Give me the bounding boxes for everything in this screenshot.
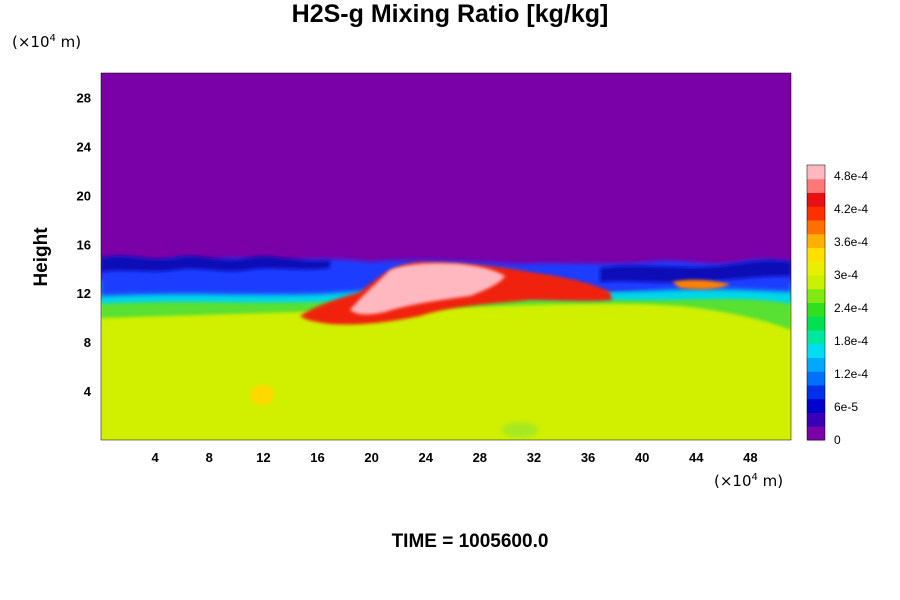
x-tick-label: 36 (581, 450, 595, 465)
colorbar-swatch (807, 165, 825, 180)
lower-layer-region (101, 300, 791, 440)
x-tick-label: 12 (256, 450, 270, 465)
colorbar-swatch (807, 192, 825, 207)
x-tick-label: 44 (689, 450, 704, 465)
colorbar-swatch (807, 398, 825, 413)
plot-frame (100, 72, 792, 441)
y-tick-label: 28 (77, 90, 91, 105)
colorbar-swatch (807, 385, 825, 400)
colorbar-tick-label: 0 (834, 433, 841, 447)
y-ticks: 4 8 12 16 20 24 28 (77, 90, 92, 399)
colorbar-swatch (807, 426, 825, 441)
colorbar-swatch (807, 220, 825, 235)
y-tick-label: 24 (77, 139, 92, 154)
x-ticks: 4 8 12 16 20 24 28 32 36 40 44 48 (152, 450, 758, 465)
colorbar-tick-label: 1.8e-4 (834, 334, 868, 348)
x-tick-label: 20 (364, 450, 378, 465)
colorbar-swatch (807, 275, 825, 290)
x-tick-label: 40 (635, 450, 649, 465)
colorbar-tick-label: 2.4e-4 (834, 301, 868, 315)
x-tick-label: 28 (473, 450, 487, 465)
x-tick-label: 32 (527, 450, 541, 465)
x-tick-label: 8 (206, 450, 213, 465)
colorbar-tick-label: 3e-4 (834, 268, 858, 282)
colorbar-swatch (807, 261, 825, 276)
colorbar-tick-label: 4.8e-4 (834, 169, 868, 183)
colorbar-swatch (807, 330, 825, 345)
colorbar-swatch (807, 412, 825, 427)
colorbar-swatch (807, 178, 825, 193)
colorbar-swatch (807, 357, 825, 372)
x-tick-label: 16 (310, 450, 324, 465)
colorbar-tick-label: 6e-5 (834, 400, 858, 414)
warm-spot (250, 385, 274, 405)
plot-area (101, 73, 791, 440)
y-tick-label: 16 (77, 237, 91, 252)
time-label: TIME = 1005600.0 (391, 531, 549, 552)
y-tick-label: 12 (77, 286, 91, 301)
x-axis-unit: (×104 m) (714, 472, 784, 490)
colorbar-swatch (807, 302, 825, 317)
colorbar-swatch (807, 288, 825, 303)
y-tick-label: 20 (77, 188, 91, 203)
colorbar-swatch (807, 233, 825, 248)
colorbar-swatch (807, 247, 825, 262)
colorbar-frame (806, 164, 826, 441)
colorbar-tick-label: 3.6e-4 (834, 235, 868, 249)
y-axis-unit: (×104 m) (12, 33, 82, 51)
peak-zone-orange (672, 279, 730, 290)
colorbar-tick-label: 1.2e-4 (834, 367, 868, 381)
peak-zone-pink (350, 263, 505, 315)
colorbar-swatch (807, 371, 825, 386)
y-tick-label: 4 (84, 384, 92, 399)
chart-title: H2S-g Mixing Ratio [kg/kg] (291, 0, 609, 28)
y-tick-label: 8 (84, 335, 91, 350)
colorbar-tick-label: 4.2e-4 (834, 202, 868, 216)
cool-spot (502, 422, 538, 438)
mixing-band-navy-right (600, 260, 791, 283)
x-tick-label: 4 (152, 450, 160, 465)
colorbar-swatch (807, 316, 825, 331)
x-tick-label: 24 (418, 450, 433, 465)
mixing-band-navy (101, 256, 330, 272)
colorbar: 0 6e-5 1.2e-4 1.8e-4 2.4e-4 3e-4 3.6e-4 4.2e-4 4… (806, 164, 868, 447)
colorbar-swatch (807, 206, 825, 221)
x-tick-label: 48 (743, 450, 757, 465)
colorbar-swatch (807, 343, 825, 358)
